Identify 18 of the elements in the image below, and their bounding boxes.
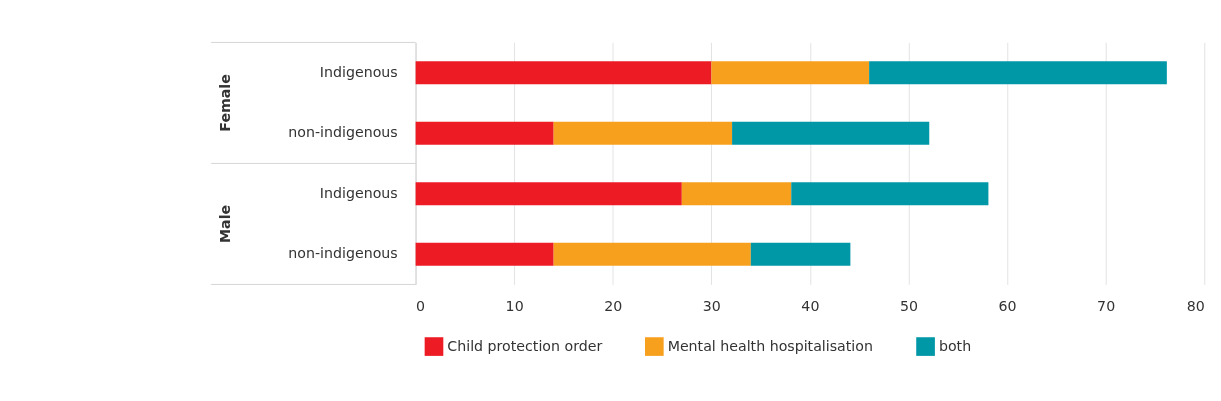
y-tick-label: non-indigenous [288, 124, 398, 141]
x-tick-label: 30 [702, 297, 721, 314]
y-tick-label: Indigenous [319, 184, 398, 201]
legend-label: Mental health hospitalisation [667, 337, 873, 354]
x-tick-label: 0 [416, 297, 426, 314]
text: Female [216, 74, 233, 132]
x-tick-label: 40 [801, 297, 820, 314]
text: Male [216, 204, 233, 244]
legend-label: both [938, 337, 972, 354]
x-tick-label: 10 [505, 297, 524, 314]
x-tick-label: 50 [899, 297, 918, 314]
x-tick-label: 70 [1097, 297, 1116, 314]
legend-label: Child protection order [447, 337, 603, 354]
x-tick-label: 20 [604, 297, 623, 314]
y-tick-label: Indigenous [319, 63, 398, 80]
y-tick-label: non-indigenous [288, 245, 398, 262]
x-tick-label: 80 [1186, 297, 1205, 314]
x-tick-label: 60 [998, 297, 1017, 314]
